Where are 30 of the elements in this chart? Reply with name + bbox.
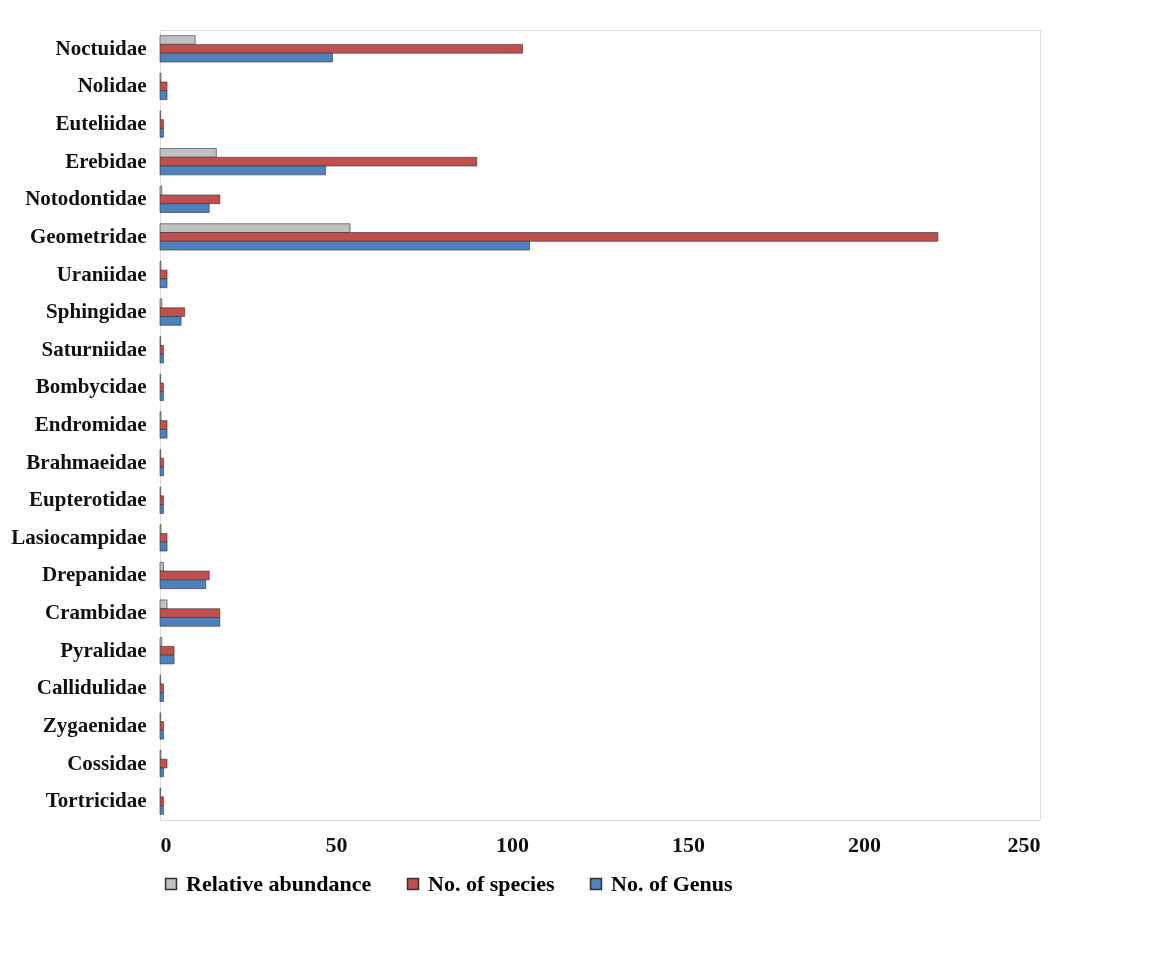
y-tick-label: Drepanidae bbox=[41, 562, 147, 587]
x-tick-label: 100 bbox=[496, 831, 529, 857]
y-tick-label: Nolidae bbox=[77, 73, 147, 98]
y-tick-label: Cossidae bbox=[67, 750, 147, 775]
y-tick-label: Noctuidae bbox=[55, 35, 147, 60]
y-tick-label: Geometridae bbox=[29, 223, 147, 248]
y-tick-label: Zygaenidae bbox=[42, 712, 147, 737]
y-tick-label: Notodontidae bbox=[25, 186, 147, 211]
y-tick-label: Sphingidae bbox=[46, 299, 147, 324]
y-tick-label: Erebidae bbox=[65, 148, 147, 173]
x-tick-label: 150 bbox=[672, 831, 705, 857]
y-tick-label: Brahmaeidae bbox=[26, 449, 147, 474]
y-tick-label: Saturniidae bbox=[41, 336, 147, 361]
y-tick-label: Crambidae bbox=[45, 600, 147, 625]
y-tick-label: Tortricidae bbox=[45, 788, 147, 813]
y-tick-label: Endromidae bbox=[34, 412, 147, 436]
legend-label: No. of Genus bbox=[611, 871, 734, 896]
y-tick-label: Uraniidae bbox=[56, 261, 147, 286]
x-tick-label: 50 bbox=[325, 831, 348, 857]
y-tick-label: Bombycidae bbox=[35, 374, 147, 399]
y-tick-label: Callidulidae bbox=[36, 675, 147, 700]
x-tick-label: 200 bbox=[848, 831, 881, 857]
legend-label: Relative abundance bbox=[186, 871, 372, 896]
legend-label: No. of species bbox=[428, 871, 555, 896]
y-tick-label: Euteliidae bbox=[55, 111, 147, 136]
y-tick-label: Pyralidae bbox=[60, 637, 147, 662]
x-tick-label: 0 bbox=[160, 831, 172, 857]
y-tick-label: Lasiocampidae bbox=[11, 524, 147, 549]
y-tick-label: Eupterotidae bbox=[29, 487, 147, 512]
x-tick-label: 250 bbox=[1007, 831, 1041, 857]
